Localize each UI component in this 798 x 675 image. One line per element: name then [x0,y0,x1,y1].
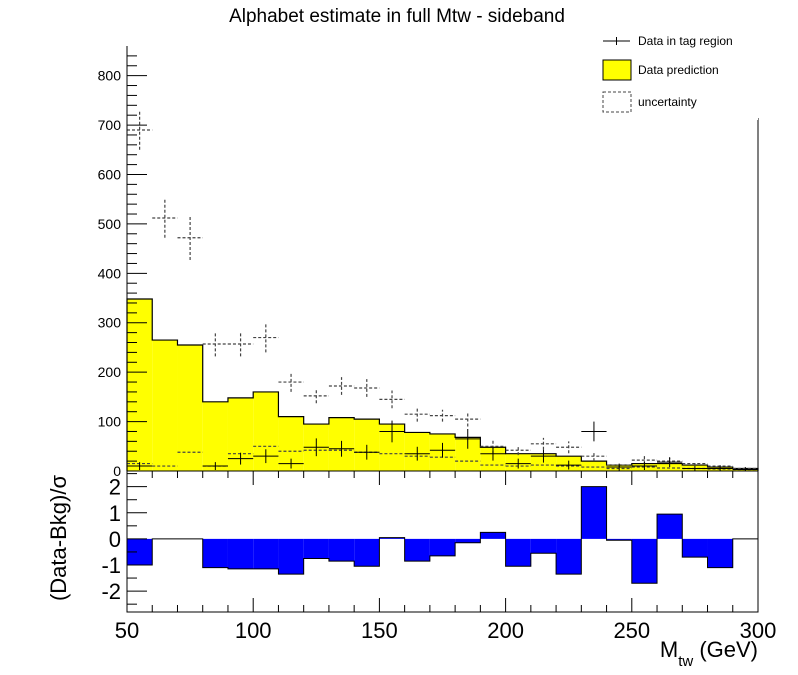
bottom-y-tick-label: 2 [109,475,121,500]
prediction-bar [203,402,228,471]
pull-bar [455,539,480,543]
pull-bar [581,487,606,539]
top-y-tick-label: 800 [98,68,122,84]
x-axis-title-sub: tw [678,653,693,670]
prediction-bar [581,461,606,471]
x-axis-title: Mtw (GeV) [660,637,758,670]
bottom-x-tick-label: 200 [487,618,524,643]
pull-bar [657,514,682,539]
chart-title: Alphabet estimate in full Mtw - sideband [229,6,565,27]
top-y-tick-label: 700 [98,117,122,133]
pull-bar [531,539,556,553]
pull-bar [405,539,430,561]
pull-bar [632,539,657,583]
pull-bar [430,539,455,556]
pull-bar [556,539,581,574]
pull-bar [253,539,278,569]
pull-bar [228,539,253,569]
bottom-x-tick-label: 50 [115,618,139,643]
bottom-y-tick-label: -1 [101,553,121,578]
pull-bar [480,532,505,539]
legend-label-prediction: Data prediction [638,63,719,77]
x-axis-title-main: M [660,637,678,662]
pull-bar [203,539,228,568]
bottom-x-tick-label: 250 [613,618,650,643]
bottom-y-tick-label: 1 [109,501,121,526]
bottom-y-tick-label: -2 [101,579,121,604]
pull-bar [506,539,531,566]
top-y-tick-label: 400 [98,265,122,281]
x-axis-title-unit: (GeV) [693,637,758,662]
bottom-x-tick-label: 100 [235,618,272,643]
bottom-y-tick-label: 0 [109,527,121,552]
y-axis-title: (Data-Bkg)/σ [46,475,71,601]
prediction-bar [127,299,152,471]
pull-bar [329,539,354,561]
top-y-tick-label: 600 [98,166,122,182]
top-y-tick-label: 100 [98,414,122,430]
prediction-bar [152,340,177,471]
top-panel: Alphabet estimate in full Mtw - sideband… [98,6,758,479]
pull-bar [278,539,303,574]
top-y-tick-label: 500 [98,216,122,232]
legend-label-uncertainty: uncertainty [638,95,697,109]
pull-bars [127,487,758,584]
top-y-tick-label: 200 [98,364,122,380]
legend-label-data: Data in tag region [638,34,733,48]
bottom-x-tick-label: 150 [361,618,398,643]
pull-bar [354,539,379,566]
top-y-tick-label: 300 [98,315,122,331]
pull-bar [304,539,329,559]
pull-bar [682,539,707,557]
legend-prediction-swatch [603,60,631,80]
pull-bar [708,539,733,568]
legend: Data in tag region Data prediction uncer… [595,28,758,120]
